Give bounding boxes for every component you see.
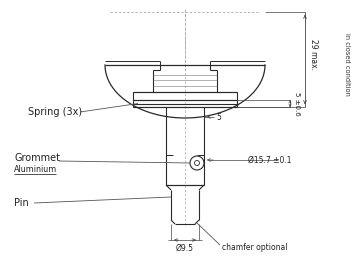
Text: Pin: Pin bbox=[14, 198, 29, 208]
Text: Ø15.7 ±0.1: Ø15.7 ±0.1 bbox=[248, 155, 292, 165]
Text: chamfer optional: chamfer optional bbox=[222, 244, 288, 252]
Text: 5: 5 bbox=[216, 113, 221, 121]
Text: 29 max.: 29 max. bbox=[309, 39, 318, 70]
Text: Aluminium: Aluminium bbox=[14, 165, 57, 175]
Text: in closed condition: in closed condition bbox=[344, 33, 350, 96]
Text: Grommet: Grommet bbox=[14, 153, 60, 163]
Text: 5 ±0.6: 5 ±0.6 bbox=[294, 92, 300, 115]
Text: Spring (3x): Spring (3x) bbox=[28, 107, 82, 117]
Text: Ø9.5: Ø9.5 bbox=[176, 244, 194, 252]
